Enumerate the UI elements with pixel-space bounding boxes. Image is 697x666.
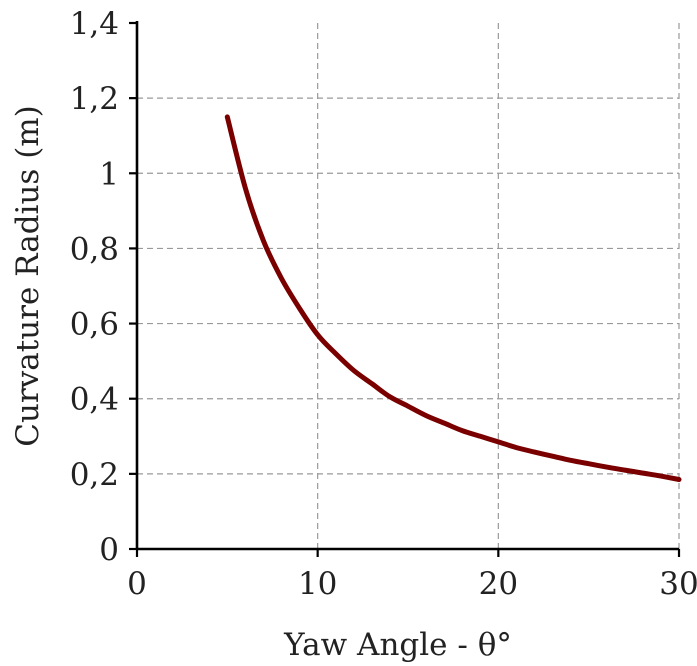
y-tick-label: 0,2 xyxy=(70,457,119,493)
x-axis-title: Yaw Angle - θ° xyxy=(283,627,512,663)
y-tick-label: 0 xyxy=(99,532,119,568)
x-tick-label: 20 xyxy=(479,566,518,602)
y-axis-title: Curvature Radius (m) xyxy=(10,105,46,447)
ticks: 0 10 20 30 0 0,2 0,4 0,6 0,8 1 1,2 1,4 xyxy=(70,6,697,602)
y-tick-label: 1 xyxy=(99,156,119,192)
y-tick-label: 0,4 xyxy=(70,382,119,418)
series-line xyxy=(224,114,682,482)
series xyxy=(224,114,682,482)
y-tick-label: 1,2 xyxy=(70,81,119,117)
y-tick-label: 0,8 xyxy=(70,231,119,267)
y-tick-label: 1,4 xyxy=(70,6,119,42)
x-tick-label: 0 xyxy=(127,566,147,602)
x-tick-label: 10 xyxy=(298,566,337,602)
x-tick-label: 30 xyxy=(659,566,697,602)
grid xyxy=(137,23,680,549)
axes xyxy=(135,21,679,551)
y-tick-label: 0,6 xyxy=(70,307,119,343)
